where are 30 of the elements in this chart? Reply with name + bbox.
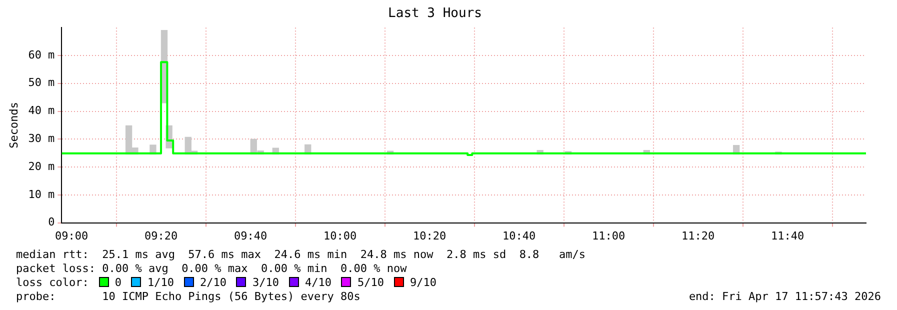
x-tick-label: 10:40 <box>502 229 536 242</box>
y-tick-label: 30 m <box>28 132 56 145</box>
text: 3/10 <box>252 276 279 289</box>
text: loss color: <box>16 276 89 289</box>
text: 2/10 <box>200 276 226 289</box>
x-tick-label: 11:20 <box>681 229 715 242</box>
x-tick-label: 11:40 <box>770 229 804 242</box>
text: 9/10 <box>410 276 436 289</box>
x-tick-label: 09:00 <box>55 229 88 242</box>
text: 1/10 <box>147 276 174 289</box>
text: 4/10 <box>304 276 332 289</box>
y-tick-label: 50 m <box>28 76 56 90</box>
x-tick-label: 10:20 <box>413 229 446 242</box>
x-tick-label: 09:20 <box>144 229 178 242</box>
text: 5/10 <box>357 276 384 289</box>
text: probe: 10 ICMP Echo Pings (56 Bytes) every 80s <box>16 290 360 303</box>
text: packet loss: 0.00 % avg 0.00 % max 0.00 % min 0.00 % now <box>16 262 407 275</box>
text: median rtt: 25.1 ms avg 57.6 ms max 24.6 ms min 24.8 ms now 2.8 ms sd 8.8 am/s <box>16 248 586 261</box>
x-tick-label: 11:00 <box>592 229 626 242</box>
y-tick-label: 20 m <box>28 160 56 173</box>
x-tick-label: 09:40 <box>234 229 268 242</box>
y-tick-label: 10 m <box>28 188 56 201</box>
y-tick-label: 0 <box>48 216 55 229</box>
y-tick-label: 60 m <box>28 48 56 62</box>
y-axis-title: Seconds <box>7 102 20 148</box>
chart-title: Last 3 Hours <box>388 6 482 22</box>
text: 0 <box>114 276 122 289</box>
text: end: Fri Apr 17 11:57:43 2026 <box>688 290 881 303</box>
y-tick-label: 40 m <box>28 104 56 118</box>
x-tick-label: 10:00 <box>324 229 357 242</box>
